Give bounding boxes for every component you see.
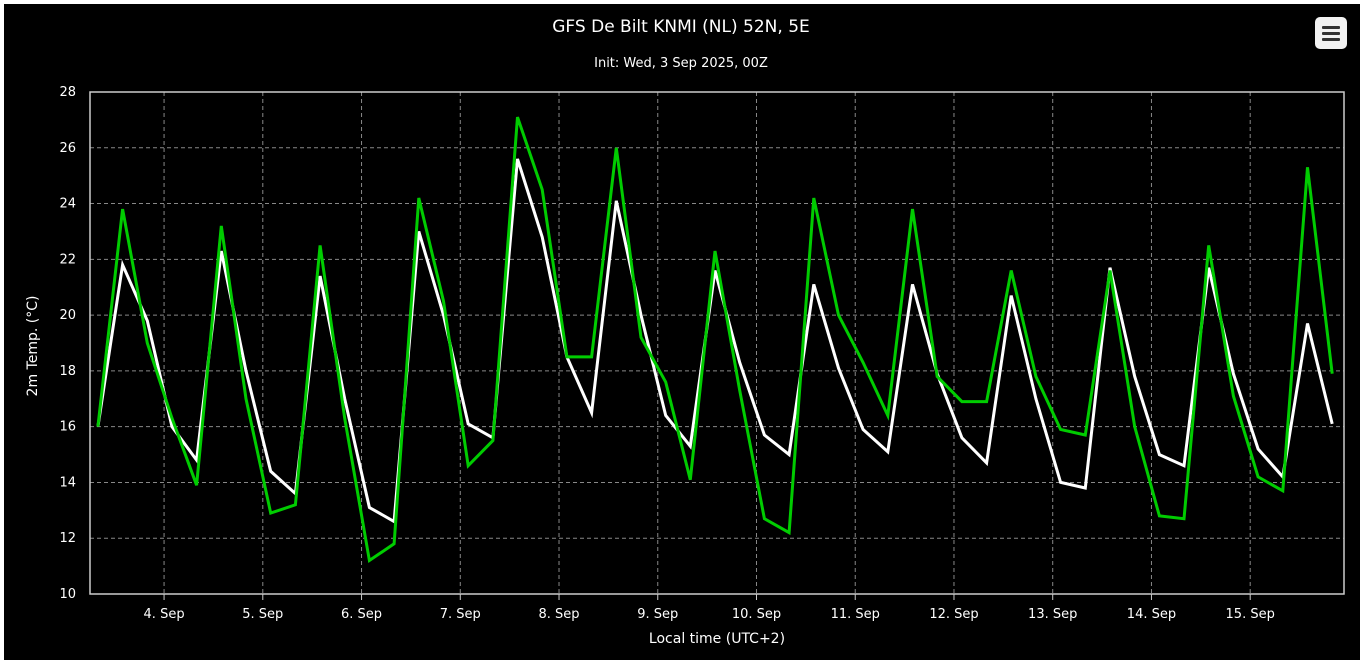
y-tick-label: 18 xyxy=(59,364,76,379)
x-tick-label: 13. Sep xyxy=(1028,607,1077,622)
y-tick-label: 20 xyxy=(59,308,76,323)
menu-icon-bar-middle xyxy=(1322,32,1340,35)
y-tick-label: 24 xyxy=(59,197,76,212)
chart-svg: GFS De Bilt KNMI (NL) 52N, 5E Init: Wed,… xyxy=(25,17,1345,647)
x-tick-label: 4. Sep xyxy=(144,607,185,622)
x-axis-label: Local time (UTC+2) xyxy=(649,631,785,647)
axis-layer: 10 12 14 16 18 20 22 24 26 28 4. Sep 5. Sep 6. Sep 7.… xyxy=(59,85,1345,622)
grid-layer xyxy=(90,92,1344,594)
x-tick-label: 10. Sep xyxy=(732,607,781,622)
y-tick-label: 10 xyxy=(59,587,76,602)
y-tick-label: 28 xyxy=(59,85,76,100)
y-axis-label: 2m Temp. (°C) xyxy=(25,296,41,397)
x-tick-label: 6. Sep xyxy=(341,607,382,622)
y-tick-label: 14 xyxy=(59,475,76,490)
plot-border xyxy=(89,91,1345,595)
menu-icon-bar-bottom xyxy=(1322,38,1340,41)
x-tick-label: 5. Sep xyxy=(242,607,283,622)
y-tick-label: 12 xyxy=(59,531,76,546)
chart-subtitle: Init: Wed, 3 Sep 2025, 00Z xyxy=(594,56,768,71)
series-line-2 xyxy=(96,116,1334,564)
y-tick-label: 16 xyxy=(59,420,76,435)
x-tick-label: 11. Sep xyxy=(831,607,880,622)
x-tick-label: 8. Sep xyxy=(538,607,579,622)
y-tick-label: 26 xyxy=(59,141,76,156)
series-layer xyxy=(96,116,1334,564)
chart-title: GFS De Bilt KNMI (NL) 52N, 5E xyxy=(552,17,810,37)
x-tick-label: 12. Sep xyxy=(929,607,978,622)
x-tick-label: 15. Sep xyxy=(1226,607,1275,622)
x-tick-label: 9. Sep xyxy=(637,607,678,622)
context-menu-button[interactable] xyxy=(1315,17,1347,49)
x-tick-label: 7. Sep xyxy=(440,607,481,622)
chart-frame: GFS De Bilt KNMI (NL) 52N, 5E Init: Wed,… xyxy=(4,4,1360,660)
x-tick-label: 14. Sep xyxy=(1127,607,1176,622)
menu-icon-bar-top xyxy=(1322,26,1340,29)
y-tick-label: 22 xyxy=(59,252,76,267)
